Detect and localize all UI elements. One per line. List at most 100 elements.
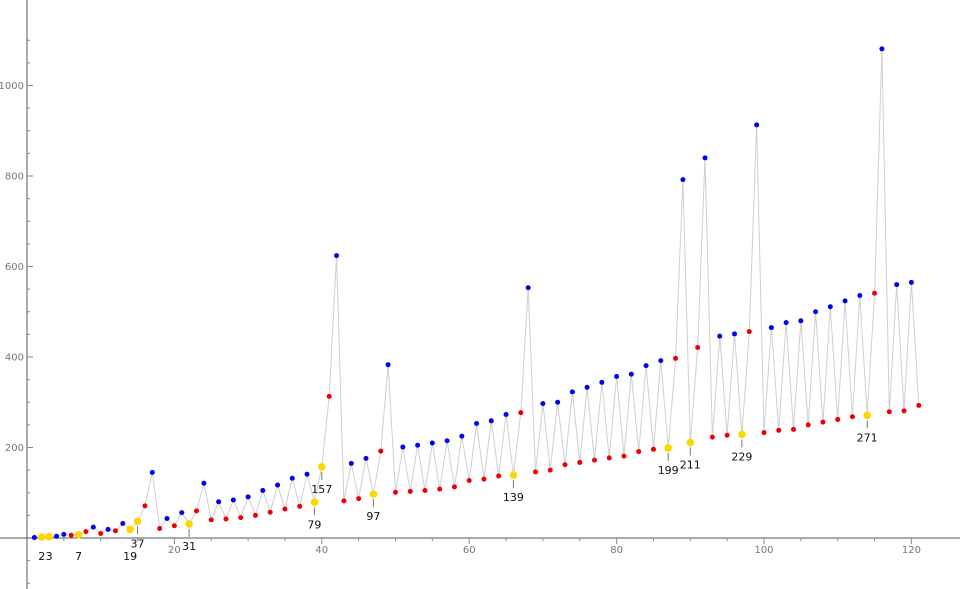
blue-point — [879, 46, 885, 52]
blue-point — [459, 433, 465, 439]
red-point — [562, 462, 568, 468]
annotation-label: 199 — [658, 464, 679, 477]
red-point — [621, 453, 627, 459]
blue-point — [827, 304, 833, 310]
blue-point — [768, 325, 774, 331]
blue-point — [599, 379, 605, 385]
blue-point — [415, 442, 421, 448]
points-layer — [31, 46, 922, 541]
annotation-label: 7 — [75, 550, 82, 563]
blue-point — [260, 487, 266, 493]
red-point — [208, 517, 214, 523]
blue-point — [842, 298, 848, 304]
red-point — [297, 503, 303, 509]
red-point — [341, 498, 347, 504]
red-point — [724, 432, 730, 438]
blue-point — [105, 526, 111, 532]
annotation-label: 157 — [311, 483, 332, 496]
blue-point — [444, 438, 450, 444]
yellow-point — [126, 525, 134, 534]
x-tick-label: 80 — [610, 545, 623, 556]
blue-point — [702, 155, 708, 161]
red-point — [533, 469, 539, 475]
connecting-line-layer — [34, 48, 920, 538]
red-point — [606, 455, 612, 461]
blue-point — [628, 371, 634, 377]
blue-point — [503, 411, 509, 417]
red-point — [252, 512, 258, 518]
red-point — [466, 478, 472, 484]
blue-point — [894, 282, 900, 288]
blue-point — [584, 384, 590, 390]
yellow-point — [369, 490, 378, 498]
x-tick-label: 40 — [315, 545, 328, 556]
red-point — [437, 486, 443, 492]
blue-point — [230, 497, 236, 503]
yellow-point — [74, 531, 83, 539]
blue-point — [754, 122, 760, 128]
red-point — [171, 523, 177, 529]
x-tick-label: 100 — [754, 545, 773, 556]
red-point — [194, 508, 200, 514]
blue-point — [680, 177, 686, 183]
red-point — [790, 426, 796, 432]
red-point — [835, 416, 841, 422]
red-point — [267, 509, 273, 515]
blue-point — [908, 279, 914, 285]
yellow-point — [738, 430, 746, 439]
y-tick-label: 400 — [5, 353, 24, 364]
blue-point — [540, 401, 546, 407]
annotation-label: 97 — [366, 510, 380, 523]
blue-point — [783, 320, 789, 326]
x-tick-label: 120 — [902, 545, 921, 556]
annotation-label: 271 — [857, 431, 878, 444]
yellow-point — [686, 438, 695, 447]
blue-point — [216, 499, 222, 505]
red-point — [673, 355, 679, 361]
blue-point — [429, 440, 435, 446]
red-point — [761, 430, 767, 436]
annotation-label: 2 — [38, 550, 45, 563]
blue-point — [400, 444, 406, 450]
annotation-label: 229 — [731, 450, 752, 463]
blue-point — [732, 331, 738, 337]
yellow-point — [863, 411, 871, 420]
blue-point — [643, 363, 649, 369]
blue-point — [717, 333, 723, 339]
blue-point — [149, 469, 155, 475]
y-tick-label: 800 — [5, 172, 24, 183]
red-point — [709, 434, 715, 440]
red-point — [68, 532, 74, 538]
blue-point — [857, 292, 863, 298]
annotation-label: 211 — [680, 459, 701, 472]
red-point — [518, 410, 524, 416]
blue-point — [363, 455, 369, 461]
blue-point — [179, 510, 185, 516]
blue-point — [813, 309, 819, 315]
red-point — [142, 503, 148, 509]
red-point — [407, 488, 413, 494]
red-point — [157, 525, 163, 531]
red-point — [326, 393, 332, 399]
yellow-point — [310, 498, 319, 507]
annotation-label: 37 — [131, 537, 145, 550]
yellow-point — [133, 517, 142, 526]
connecting-line — [34, 48, 920, 538]
red-point — [886, 409, 892, 415]
blue-point — [525, 285, 531, 291]
yellow-point — [318, 463, 326, 471]
y-tick-label: 200 — [5, 443, 24, 454]
red-point — [98, 530, 104, 536]
blue-point — [385, 362, 391, 368]
blue-point — [614, 373, 620, 379]
red-point — [650, 446, 656, 452]
yellow-point — [509, 471, 518, 479]
annotation-label: 139 — [503, 491, 524, 504]
red-point — [393, 489, 398, 495]
blue-point — [164, 516, 170, 522]
x-tick-label: 20 — [168, 545, 181, 556]
blue-point — [53, 533, 59, 539]
blue-point — [569, 389, 575, 395]
